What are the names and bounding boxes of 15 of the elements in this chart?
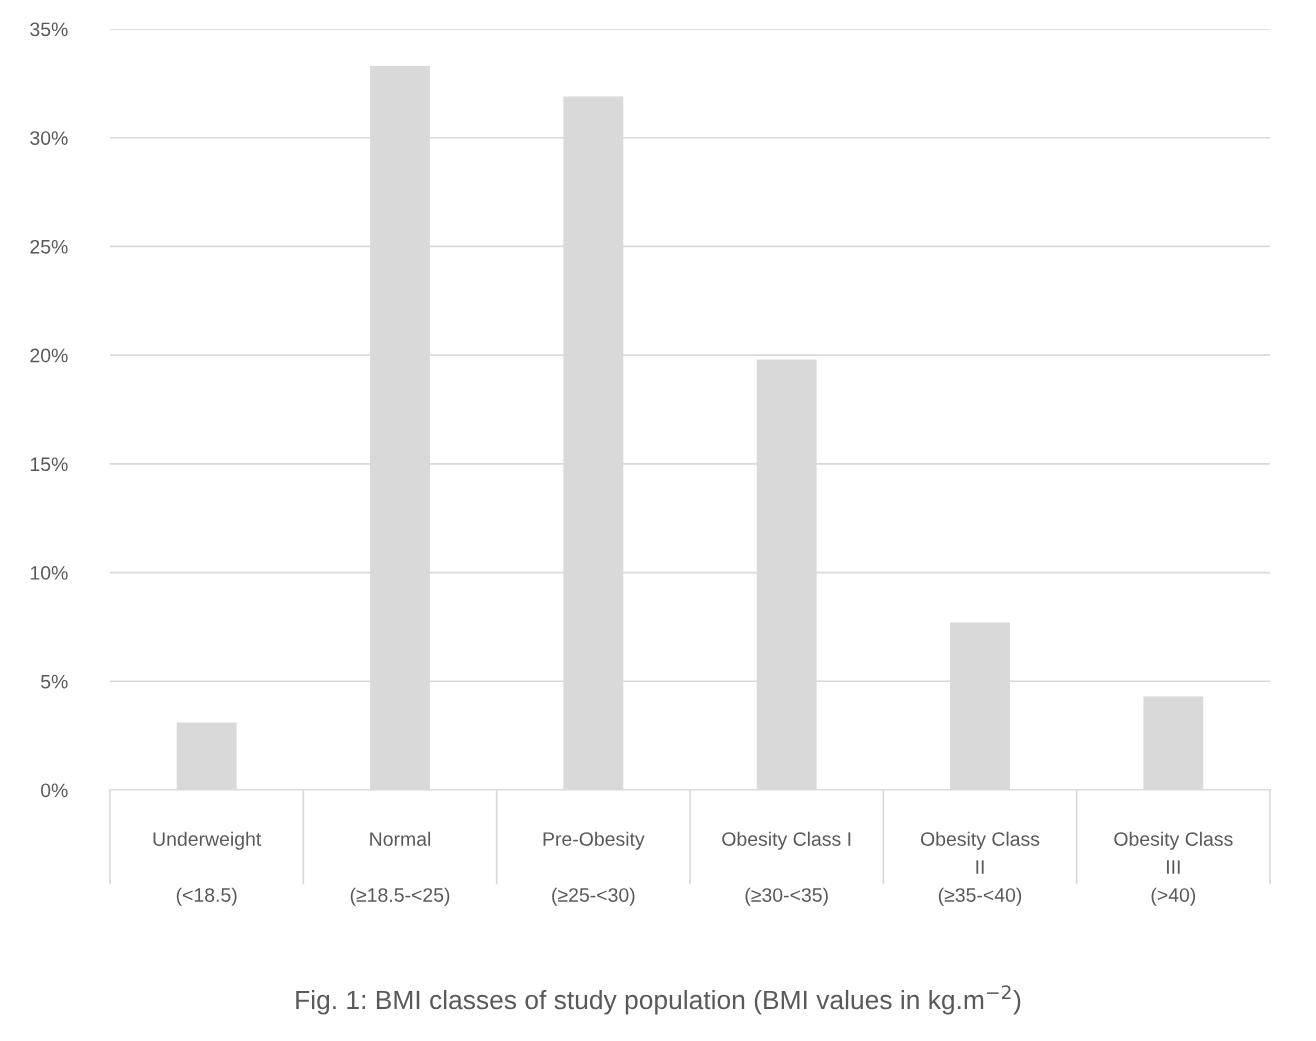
x-tick-label: Obesity Class II (≥35-<40) (920, 831, 1040, 906)
caption: Fig. 1: BMI classes of study population (BMI values in kg.m$^{−2}$) (296, 985, 1021, 1015)
category-label: Pre-Obesity (≥25-<30) (543, 831, 645, 906)
category-label: Normal (≥18.5-<25) (350, 831, 450, 906)
y-tick-label: 25% (30, 239, 68, 254)
y-tick-label: 20% (30, 348, 68, 363)
y-tick-label: 30% (30, 131, 68, 145)
y-tick-label: 5% (41, 674, 68, 689)
category-label: Underweight (<18.5) (153, 831, 262, 906)
y-tick-label: 35% (30, 22, 68, 37)
y-tick-label: 15% (30, 457, 68, 472)
y-tick-label: 10% (30, 566, 68, 580)
x-tick-label: Obesity Class III (>40) (1114, 831, 1233, 906)
category-label: Obesity Class I (≥30-<35) (722, 831, 851, 906)
y-tick-label: 0% (40, 783, 68, 798)
